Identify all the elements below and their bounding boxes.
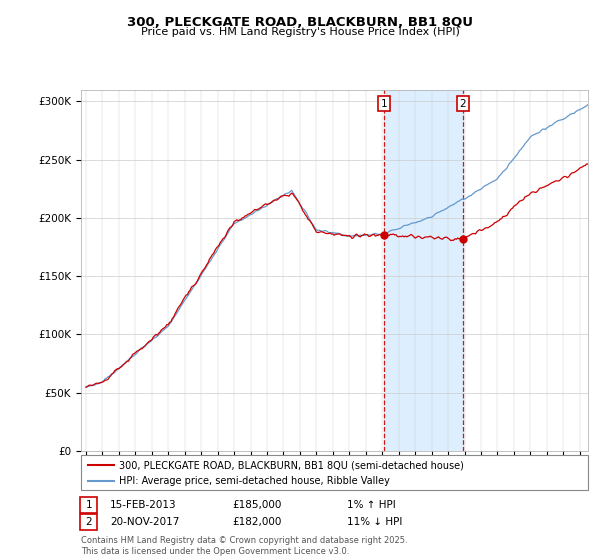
- Bar: [384, 90, 463, 451]
- Text: HPI: Average price, semi-detached house, Ribble Valley: HPI: Average price, semi-detached house,…: [119, 477, 389, 486]
- Text: £185,000: £185,000: [233, 500, 282, 510]
- Text: 20-NOV-2017: 20-NOV-2017: [110, 517, 179, 527]
- Text: 2: 2: [85, 517, 92, 527]
- Text: 15-FEB-2013: 15-FEB-2013: [110, 500, 176, 510]
- Text: 1% ↑ HPI: 1% ↑ HPI: [347, 500, 395, 510]
- Text: 11% ↓ HPI: 11% ↓ HPI: [347, 517, 402, 527]
- Text: Price paid vs. HM Land Registry's House Price Index (HPI): Price paid vs. HM Land Registry's House …: [140, 27, 460, 37]
- Text: 300, PLECKGATE ROAD, BLACKBURN, BB1 8QU (semi-detached house): 300, PLECKGATE ROAD, BLACKBURN, BB1 8QU …: [119, 460, 464, 470]
- Text: 1: 1: [85, 500, 92, 510]
- Text: £182,000: £182,000: [233, 517, 282, 527]
- Text: 1: 1: [381, 99, 388, 109]
- Text: 2: 2: [460, 99, 466, 109]
- Text: 300, PLECKGATE ROAD, BLACKBURN, BB1 8QU: 300, PLECKGATE ROAD, BLACKBURN, BB1 8QU: [127, 16, 473, 29]
- Text: Contains HM Land Registry data © Crown copyright and database right 2025.
This d: Contains HM Land Registry data © Crown c…: [81, 536, 407, 556]
